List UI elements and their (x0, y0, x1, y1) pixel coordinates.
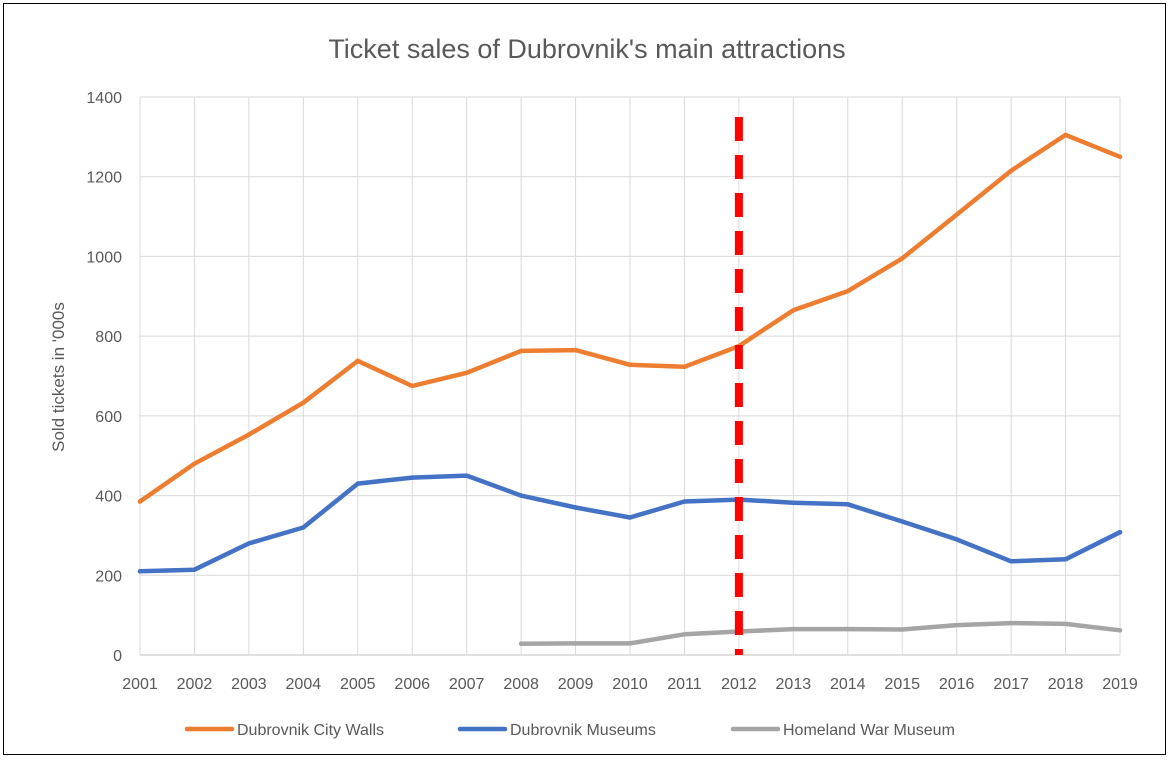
x-tick-label: 2010 (612, 676, 648, 693)
y-tick-label: 1400 (86, 90, 122, 107)
data-point (791, 626, 796, 632)
data-point (192, 567, 197, 572)
data-point (900, 256, 905, 261)
series-dubrovnik-city-walls (137, 132, 1123, 504)
data-point (627, 641, 633, 646)
x-tick-label: 2007 (449, 676, 485, 693)
data-point (518, 348, 524, 354)
legend-item: Dubrovnik Museums (457, 722, 656, 739)
data-point (1008, 620, 1014, 626)
data-point (355, 358, 360, 364)
data-point (573, 641, 578, 646)
data-point (682, 632, 687, 637)
data-point (464, 370, 469, 376)
y-tick-label: 800 (95, 329, 122, 346)
data-point (355, 481, 360, 486)
chart-frame (3, 3, 1166, 755)
series-layer (137, 132, 1123, 647)
x-tick-label: 2017 (993, 676, 1029, 693)
data-point (137, 499, 143, 504)
data-point (246, 432, 252, 437)
data-point (900, 519, 905, 524)
data-point (192, 461, 197, 466)
vertical-gridlines (139, 97, 1121, 655)
x-tick-label: 2005 (340, 676, 376, 693)
x-tick-label: 2012 (721, 676, 757, 693)
data-point (682, 499, 687, 504)
data-point (845, 502, 850, 507)
x-tick-label: 2004 (286, 676, 322, 693)
legend-item: Dubrovnik City Walls (184, 722, 384, 739)
data-point (791, 308, 796, 313)
x-tick-label: 2011 (667, 676, 702, 693)
data-point (954, 212, 959, 217)
data-point (137, 569, 143, 574)
data-point (627, 362, 633, 368)
data-point (845, 288, 850, 294)
data-point (518, 641, 524, 647)
x-tick-label: 2015 (884, 676, 920, 693)
data-point (1063, 557, 1068, 562)
data-point (845, 626, 850, 632)
data-point (900, 627, 905, 632)
y-tick-label: 400 (95, 489, 122, 506)
data-point (1117, 154, 1123, 159)
y-tick-label: 1000 (86, 249, 122, 266)
data-point (246, 541, 252, 546)
data-point (791, 500, 796, 505)
series-line (518, 620, 1123, 647)
x-tick-label: 2016 (939, 676, 975, 693)
data-point (1008, 168, 1014, 173)
data-point (1008, 559, 1014, 564)
legend-label: Homeland War Museum (783, 722, 955, 739)
x-tick-label: 2018 (1048, 676, 1084, 693)
data-point (954, 622, 959, 628)
x-tick-label: 2008 (503, 676, 539, 693)
data-point (464, 473, 469, 478)
data-point (410, 383, 415, 389)
y-tick-label: 200 (95, 568, 122, 585)
data-point (573, 505, 578, 510)
legend-label: Dubrovnik Museums (510, 722, 656, 739)
x-tick-labels: 2001 2002 2003 2004 2005 2006 2007 2008 2009 2010… (122, 676, 1138, 693)
x-tick-label: 2006 (394, 676, 430, 693)
y-tick-labels: 0 200 400 600 800 1000 1200 1400 (86, 90, 122, 665)
y-tick-label: 600 (95, 409, 122, 426)
data-point (410, 475, 415, 480)
data-point (627, 515, 633, 520)
x-tick-label: 2014 (830, 676, 866, 693)
legend-label: Dubrovnik City Walls (237, 722, 384, 739)
data-point (1063, 621, 1068, 627)
y-tick-label: 1200 (86, 170, 122, 187)
data-point (1117, 628, 1123, 633)
x-tick-label: 2003 (231, 676, 267, 693)
x-tick-label: 2009 (558, 676, 594, 693)
legend: Dubrovnik City Walls Dubrovnik Museums Hom… (184, 722, 955, 739)
x-tick-label: 2002 (177, 676, 213, 693)
x-tick-label: 2019 (1102, 676, 1138, 693)
data-point (682, 364, 687, 370)
data-point (301, 400, 306, 405)
data-point (518, 493, 524, 498)
y-axis-title: Sold tickets in '000s (49, 302, 68, 452)
chart-title: Ticket sales of Dubrovnik's main attract… (328, 34, 845, 64)
series-homeland-war-museum (518, 620, 1123, 647)
data-point (1117, 530, 1123, 535)
y-tick-label: 0 (113, 648, 122, 665)
data-point (1063, 132, 1068, 138)
x-tick-label: 2013 (776, 676, 812, 693)
legend-item: Homeland War Museum (730, 722, 955, 739)
data-point (573, 347, 578, 353)
data-point (954, 537, 959, 542)
data-point (301, 525, 306, 530)
x-tick-label: 2001 (122, 676, 158, 693)
